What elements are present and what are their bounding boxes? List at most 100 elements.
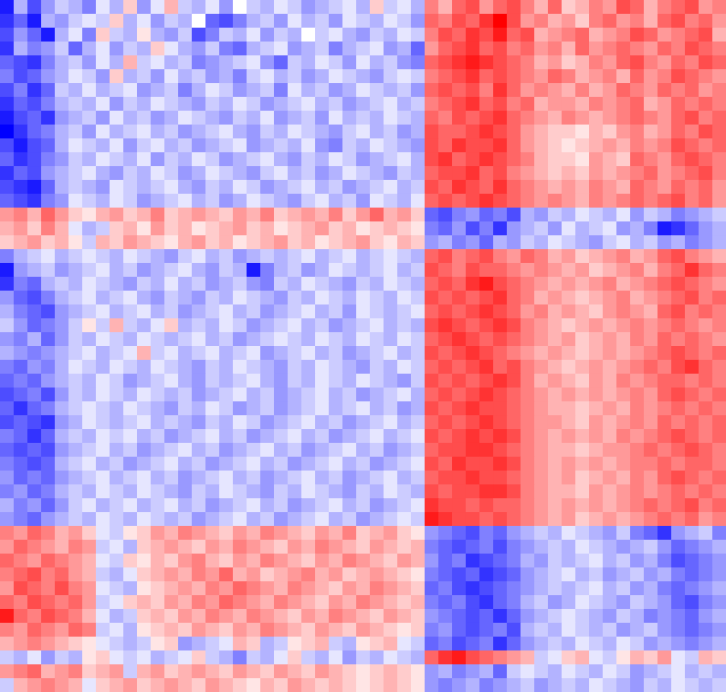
heatmap-cell <box>657 221 672 236</box>
heatmap-cell <box>684 636 700 651</box>
heatmap-cell <box>13 290 28 305</box>
heatmap-cell <box>13 442 28 458</box>
heatmap-cell <box>287 55 302 70</box>
heatmap-cell <box>671 262 686 278</box>
heatmap-cell <box>520 27 535 43</box>
heatmap-cell <box>109 429 124 444</box>
heatmap-cell <box>0 359 15 375</box>
heatmap-cell <box>684 553 700 568</box>
heatmap-cell <box>109 207 124 222</box>
heatmap-cell <box>287 678 302 692</box>
heatmap-cell <box>424 276 439 292</box>
heatmap-cell <box>178 636 193 651</box>
heatmap-cell <box>109 442 124 458</box>
heatmap-cell <box>452 55 467 70</box>
heatmap-cell <box>589 484 604 499</box>
heatmap-cell <box>315 96 330 112</box>
heatmap-cell <box>136 636 152 651</box>
heatmap-cell <box>178 525 193 541</box>
heatmap-cell <box>54 0 69 15</box>
heatmap-cell <box>68 553 83 568</box>
heatmap-cell <box>136 608 152 624</box>
heatmap-cell <box>424 69 439 84</box>
heatmap-cell <box>643 207 659 222</box>
heatmap-cell <box>287 207 302 222</box>
heatmap-cell <box>465 207 480 222</box>
heatmap-cell <box>273 83 289 98</box>
heatmap-cell <box>356 429 371 444</box>
heatmap-cell <box>479 96 494 112</box>
heatmap-cell <box>643 55 659 70</box>
heatmap-cell <box>82 429 97 444</box>
heatmap-cell <box>136 470 152 485</box>
heatmap-cell <box>301 539 316 555</box>
heatmap-cell <box>643 608 659 624</box>
heatmap-cell <box>383 387 398 402</box>
heatmap-cell <box>150 55 165 70</box>
heatmap-cell <box>219 650 234 665</box>
heatmap-cell <box>438 124 453 139</box>
heatmap-cell <box>109 484 124 499</box>
heatmap-cell <box>410 373 426 389</box>
heatmap-cell <box>383 249 398 264</box>
heatmap-cell <box>205 179 220 195</box>
heatmap-cell <box>369 387 385 402</box>
heatmap-cell <box>547 442 563 458</box>
heatmap-cell <box>657 318 672 333</box>
heatmap-cell <box>13 415 28 430</box>
heatmap-cell <box>328 484 343 499</box>
heatmap-cell <box>493 235 508 250</box>
heatmap-cell <box>82 179 97 195</box>
heatmap-cell <box>315 553 330 568</box>
heatmap-cell <box>219 124 234 139</box>
heatmap-cell <box>630 484 645 499</box>
heatmap-cell <box>410 456 426 472</box>
heatmap-cell <box>109 359 124 375</box>
heatmap-cell <box>479 498 494 513</box>
heatmap-cell <box>575 553 590 568</box>
heatmap-cell <box>232 553 248 568</box>
heatmap-cell <box>246 664 261 679</box>
heatmap-cell <box>123 138 138 153</box>
heatmap-cell <box>602 553 617 568</box>
heatmap-cell <box>260 415 275 430</box>
heatmap-cell <box>191 124 206 139</box>
heatmap-cell <box>246 193 261 209</box>
heatmap-cell <box>589 262 604 278</box>
heatmap-cell <box>712 69 726 84</box>
heatmap-cell <box>41 332 56 347</box>
heatmap-cell <box>136 429 152 444</box>
heatmap-cell <box>698 166 713 181</box>
heatmap-cell <box>410 512 426 527</box>
heatmap-cell <box>671 387 686 402</box>
heatmap-cell <box>136 13 152 29</box>
heatmap-cell <box>410 318 426 333</box>
heatmap-cell <box>698 595 713 610</box>
heatmap-cell <box>547 83 563 98</box>
heatmap-cell <box>424 359 439 375</box>
heatmap-cell <box>219 152 234 167</box>
heatmap-cell <box>684 373 700 389</box>
heatmap-cell <box>123 525 138 541</box>
heatmap-cell <box>13 152 28 167</box>
heatmap-cell <box>452 636 467 651</box>
heatmap-cell <box>547 401 563 416</box>
heatmap-cell <box>684 110 700 126</box>
heatmap-cell <box>643 138 659 153</box>
heatmap-cell <box>602 13 617 29</box>
heatmap-cell <box>506 0 522 15</box>
heatmap-cell <box>232 346 248 361</box>
heatmap-cell <box>383 262 398 278</box>
heatmap-cell <box>41 304 56 319</box>
heatmap-cell <box>410 96 426 112</box>
heatmap-cell <box>0 678 15 692</box>
heatmap-cell <box>136 276 152 292</box>
heatmap-cell <box>219 13 234 29</box>
heatmap-cell <box>95 41 111 56</box>
heatmap-cell <box>287 69 302 84</box>
heatmap-cell <box>82 318 97 333</box>
heatmap-cell <box>0 166 15 181</box>
heatmap-cell <box>465 0 480 15</box>
heatmap-cell <box>589 525 604 541</box>
heatmap-cell <box>547 0 563 15</box>
